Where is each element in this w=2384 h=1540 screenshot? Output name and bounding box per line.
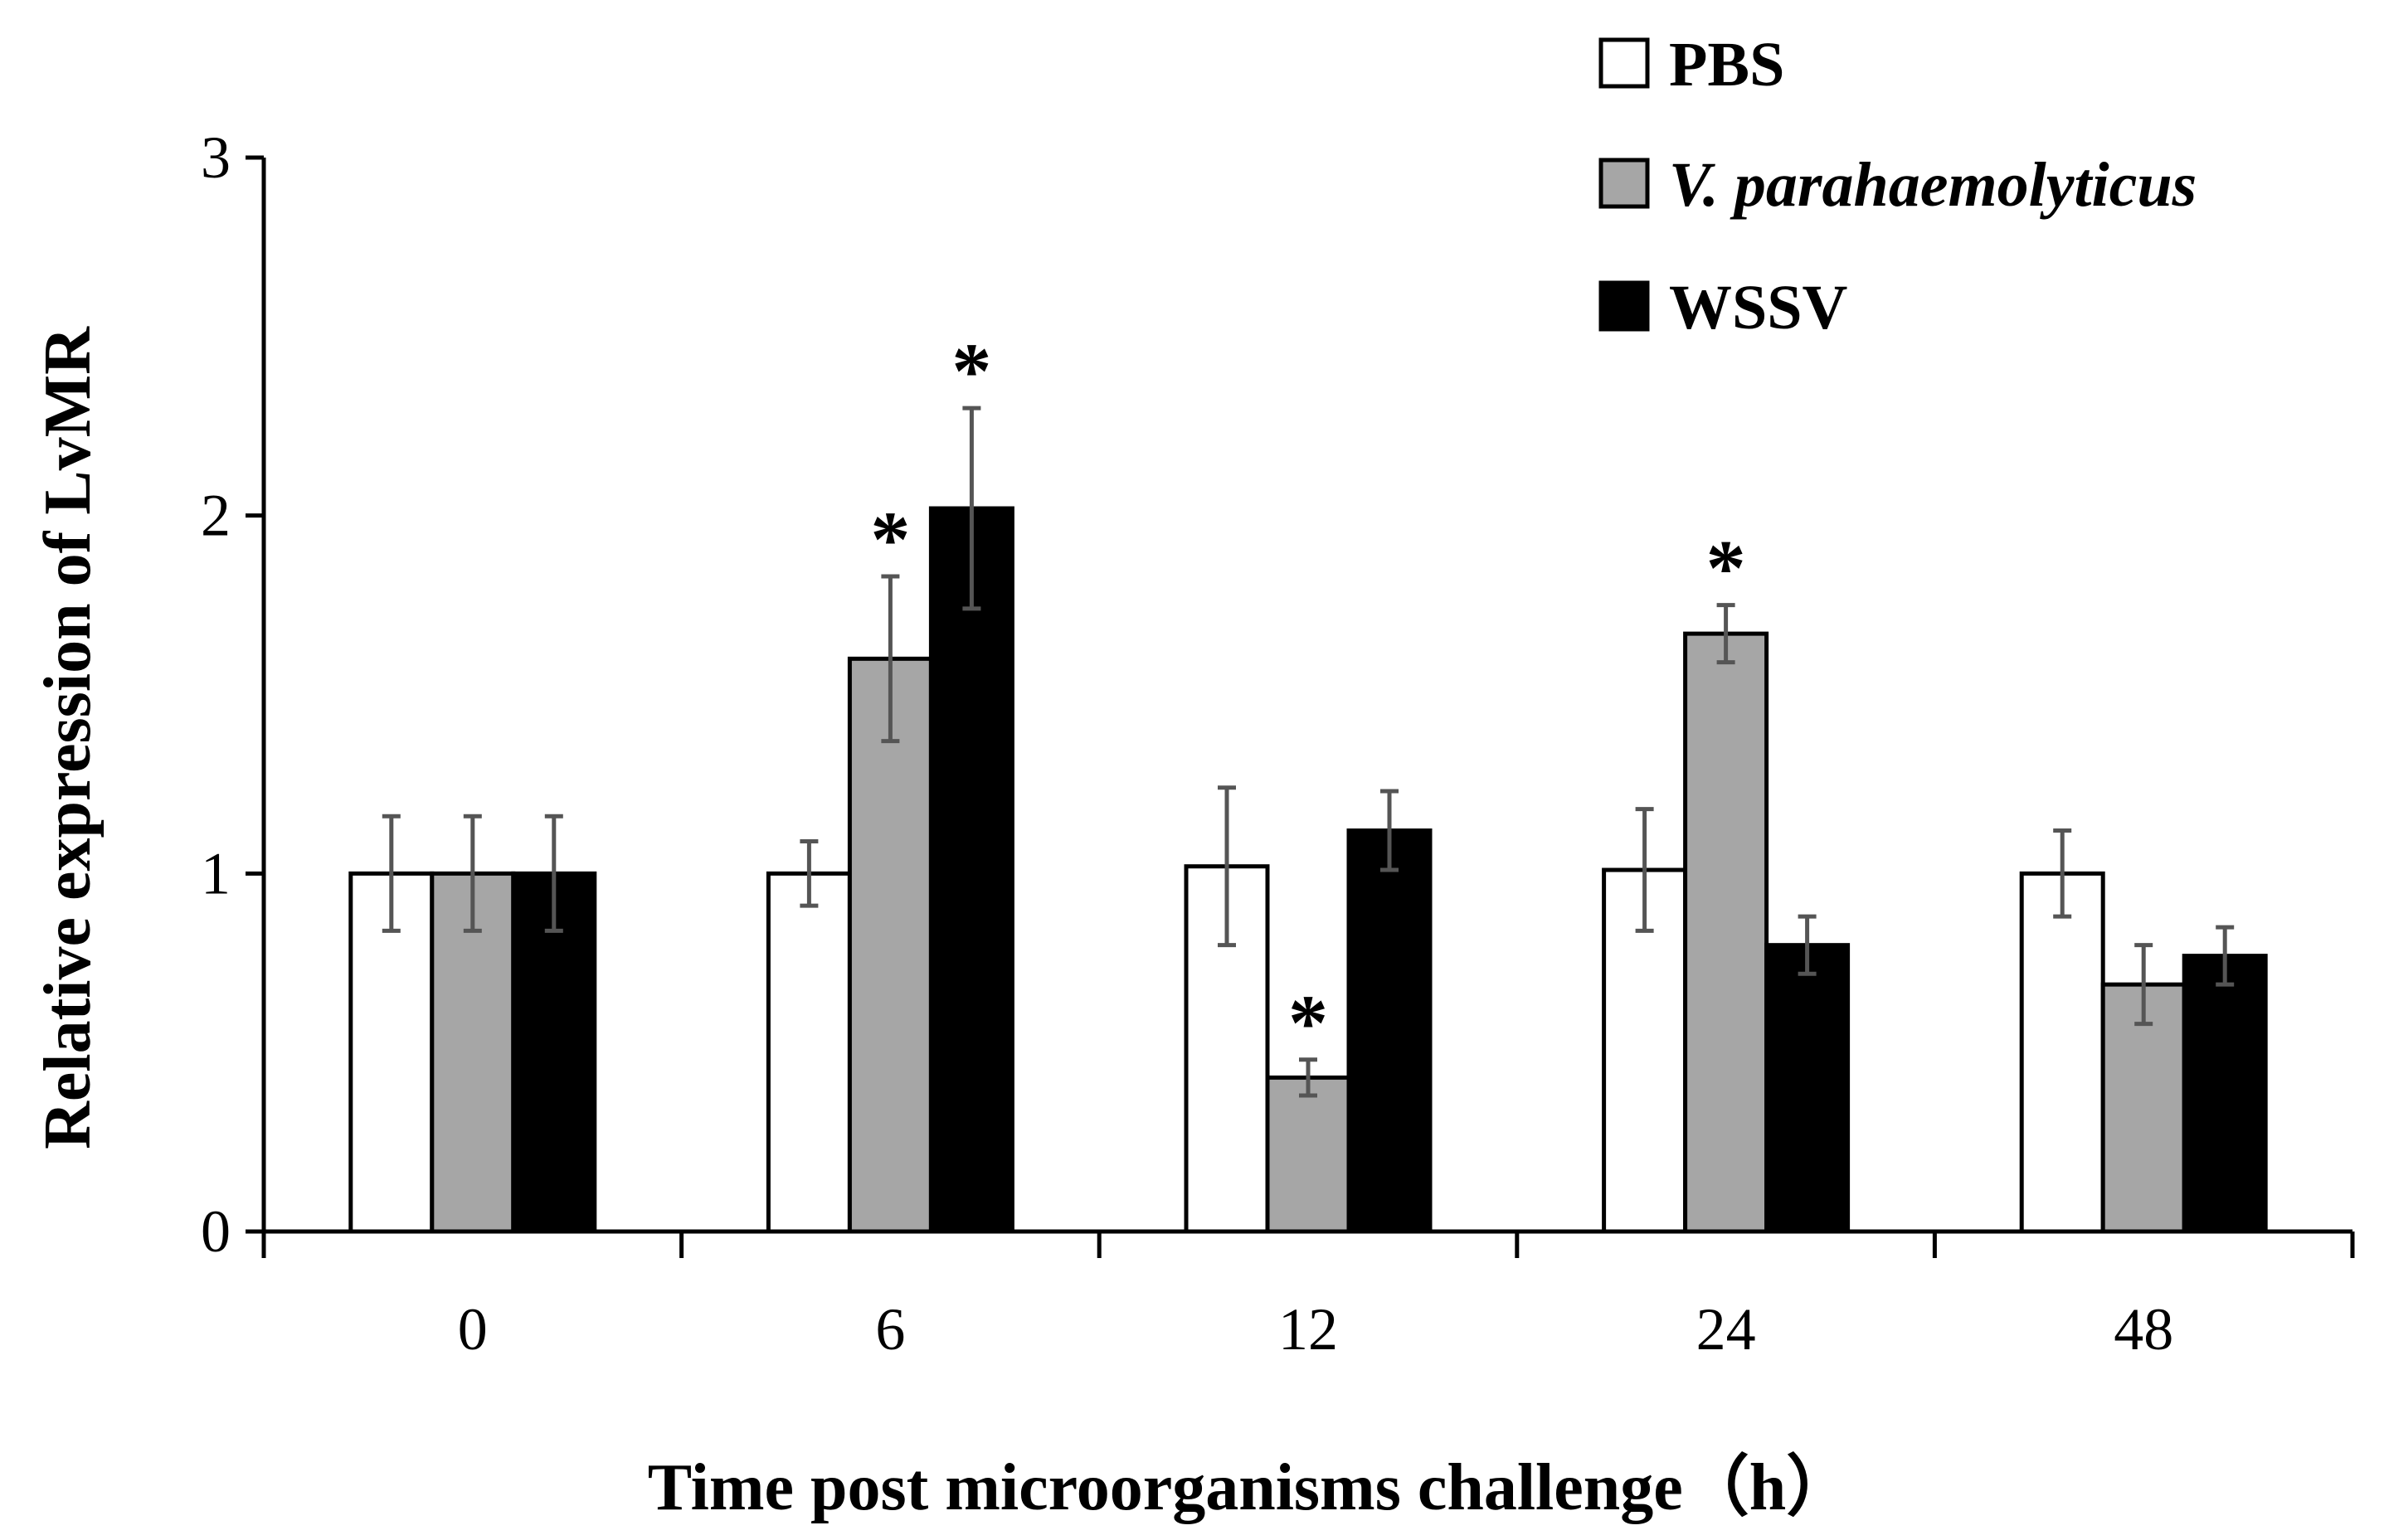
bar-wssv-0 xyxy=(511,871,597,1234)
x-tick-label-12: 12 xyxy=(1278,1296,1338,1363)
x-tick-label-48: 48 xyxy=(2114,1296,2173,1363)
axes-layer xyxy=(246,155,2355,1258)
bar-v-parahaemolyticus-24 xyxy=(1683,631,1769,1234)
x-tick-label-24: 24 xyxy=(1696,1296,1756,1363)
legend-swatch-pbs xyxy=(1598,37,1650,89)
bar-wssv-12 xyxy=(1346,828,1433,1234)
significance-marker-v-parahaemolyticus-12: * xyxy=(1288,979,1328,1067)
bar-v-parahaemolyticus-6 xyxy=(847,656,933,1234)
legend-label-v-parahaemolyticus: V. parahaemolyticus xyxy=(1669,150,2197,220)
y-tick-label-3: 3 xyxy=(201,124,231,191)
bar-pbs-48 xyxy=(2019,871,2105,1234)
legend: PBS V. parahaemolyticus WSSV xyxy=(1598,30,2197,342)
bar-wssv-24 xyxy=(1764,943,1851,1234)
legend-label-wssv: WSSV xyxy=(1669,273,1848,342)
x-tick-label-0: 0 xyxy=(458,1296,488,1363)
bar-wssv-6 xyxy=(928,506,1014,1234)
legend-swatch-v-parahaemolyticus xyxy=(1598,158,1650,209)
bar-pbs-0 xyxy=(348,871,435,1234)
legend-swatch-wssv xyxy=(1598,280,1650,332)
y-tick-label-0: 0 xyxy=(201,1198,231,1265)
legend-label-pbs: PBS xyxy=(1669,30,1784,100)
bar-pbs-6 xyxy=(766,871,852,1234)
x-tick-label-6: 6 xyxy=(875,1296,905,1363)
y-tick-label-2: 2 xyxy=(201,483,231,549)
significance-marker-v-parahaemolyticus-6: * xyxy=(870,495,910,584)
bar-wssv-48 xyxy=(2182,954,2268,1234)
significance-marker-v-parahaemolyticus-24: * xyxy=(1706,524,1746,613)
y-tick-label-1: 1 xyxy=(201,840,231,906)
bars-layer xyxy=(348,406,2268,1234)
significance-marker-wssv-6: * xyxy=(951,327,991,415)
y-axis-title: Relative expression of LvMR xyxy=(32,326,105,1149)
x-axis-title: Time post microorganisms challenge（h） xyxy=(648,1451,1853,1524)
bar-v-parahaemolyticus-12 xyxy=(1265,1075,1351,1234)
